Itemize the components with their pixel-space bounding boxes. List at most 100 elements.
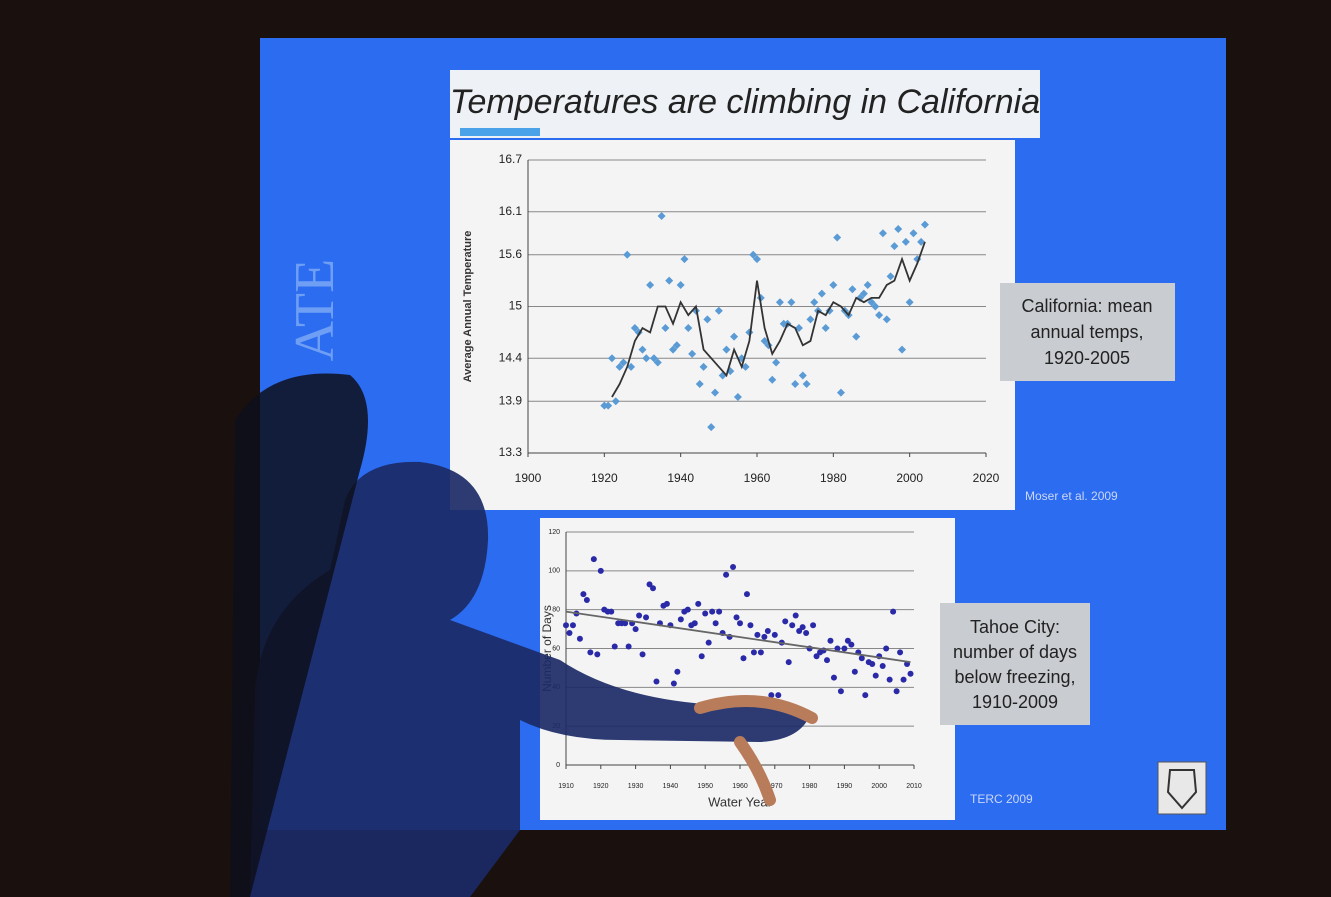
point bbox=[873, 673, 879, 679]
y-tick-label: 15 bbox=[509, 299, 523, 313]
y-axis-label: Average Annual Temperature bbox=[462, 231, 474, 383]
point bbox=[831, 675, 837, 681]
point bbox=[713, 620, 719, 626]
point bbox=[608, 609, 614, 615]
point bbox=[824, 657, 830, 663]
point bbox=[883, 646, 889, 652]
slide-title: Temperatures are climbing in California bbox=[450, 83, 1040, 121]
point bbox=[800, 624, 806, 630]
caption-line: 1920-2005 bbox=[1044, 348, 1130, 368]
point bbox=[894, 688, 900, 694]
caption-line: Tahoe City: bbox=[970, 617, 1060, 637]
x-tick-label: 1910 bbox=[558, 783, 574, 790]
x-tick-label: 1980 bbox=[820, 471, 847, 485]
x-tick-label: 1940 bbox=[663, 783, 679, 790]
point bbox=[570, 622, 576, 628]
point bbox=[827, 638, 833, 644]
point bbox=[692, 620, 698, 626]
x-tick-label: 2010 bbox=[906, 783, 922, 790]
point bbox=[740, 655, 746, 661]
point bbox=[594, 651, 600, 657]
x-tick-label: 1900 bbox=[515, 471, 542, 485]
side-text: ATE bbox=[284, 259, 346, 362]
point bbox=[566, 630, 572, 636]
point bbox=[563, 622, 569, 628]
point bbox=[643, 614, 649, 620]
x-tick-label: 1940 bbox=[667, 471, 694, 485]
point bbox=[650, 585, 656, 591]
point bbox=[880, 663, 886, 669]
point bbox=[723, 572, 729, 578]
y-tick-label: 100 bbox=[548, 568, 560, 575]
point bbox=[901, 677, 907, 683]
point bbox=[908, 671, 914, 677]
x-tick-label: 1950 bbox=[697, 783, 713, 790]
point bbox=[852, 669, 858, 675]
point bbox=[810, 622, 816, 628]
title-accent bbox=[460, 128, 540, 136]
y-tick-label: 14.4 bbox=[499, 350, 523, 364]
caption-line: 1910-2009 bbox=[972, 692, 1058, 712]
chart-panel bbox=[450, 140, 1015, 510]
y-tick-label: 13.9 bbox=[499, 393, 523, 407]
point bbox=[587, 649, 593, 655]
y-tick-label: 120 bbox=[548, 529, 560, 536]
point bbox=[598, 568, 604, 574]
point bbox=[841, 646, 847, 652]
x-tick-label: 1980 bbox=[802, 783, 818, 790]
point bbox=[678, 616, 684, 622]
point bbox=[758, 649, 764, 655]
caption-line: below freezing, bbox=[954, 667, 1075, 687]
point bbox=[765, 628, 771, 634]
point bbox=[702, 611, 708, 617]
point bbox=[775, 692, 781, 698]
point bbox=[887, 677, 893, 683]
point bbox=[612, 644, 618, 650]
point bbox=[636, 612, 642, 618]
point bbox=[737, 620, 743, 626]
point bbox=[761, 634, 767, 640]
point bbox=[869, 661, 875, 667]
point bbox=[772, 632, 778, 638]
point bbox=[862, 692, 868, 698]
x-tick-label: 2000 bbox=[896, 471, 923, 485]
x-tick-label: 2000 bbox=[871, 783, 887, 790]
y-tick-label: 0 bbox=[556, 762, 560, 769]
point bbox=[699, 653, 705, 659]
point bbox=[664, 601, 670, 607]
point bbox=[751, 649, 757, 655]
point bbox=[577, 636, 583, 642]
x-tick-label: 1960 bbox=[744, 471, 771, 485]
point bbox=[591, 556, 597, 562]
x-tick-label: 1920 bbox=[593, 783, 609, 790]
point bbox=[897, 649, 903, 655]
point bbox=[633, 626, 639, 632]
x-tick-label: 1930 bbox=[628, 783, 644, 790]
point bbox=[803, 630, 809, 636]
point bbox=[706, 640, 712, 646]
x-tick-label: 1920 bbox=[591, 471, 618, 485]
point bbox=[709, 609, 715, 615]
point bbox=[671, 680, 677, 686]
point bbox=[653, 679, 659, 685]
point bbox=[716, 609, 722, 615]
point bbox=[580, 591, 586, 597]
point bbox=[674, 669, 680, 675]
point bbox=[685, 607, 691, 613]
point bbox=[744, 591, 750, 597]
y-tick-label: 16.1 bbox=[499, 204, 523, 218]
caption-line: number of days bbox=[953, 642, 1077, 662]
point bbox=[640, 651, 646, 657]
point bbox=[793, 612, 799, 618]
point bbox=[848, 642, 854, 648]
photo: ATE Temperatures are climbing in Califor… bbox=[0, 0, 1331, 897]
source: Moser et al. 2009 bbox=[1025, 489, 1118, 503]
y-tick-label: 16.7 bbox=[499, 152, 523, 166]
caption-line: California: mean bbox=[1021, 296, 1152, 316]
caption-line: annual temps, bbox=[1030, 322, 1143, 342]
y-tick-label: 13.3 bbox=[499, 445, 523, 459]
point bbox=[730, 564, 736, 570]
point bbox=[734, 614, 740, 620]
x-tick-label: 1990 bbox=[837, 783, 853, 790]
point bbox=[584, 597, 590, 603]
